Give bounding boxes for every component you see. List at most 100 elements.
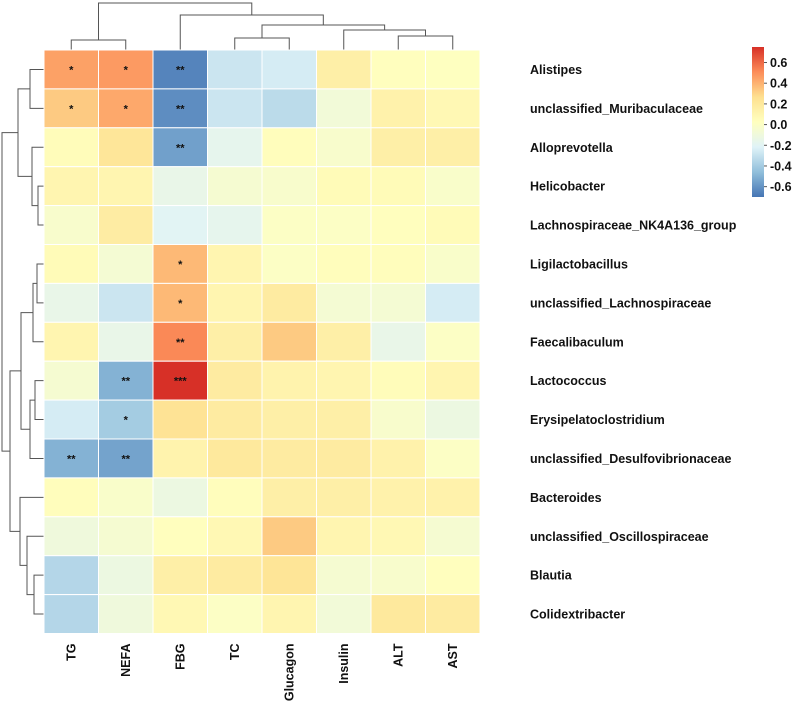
- heatmap-cell: [207, 555, 263, 596]
- dendrogram-branch: [98, 2, 253, 40]
- heatmap-cell: [261, 594, 317, 634]
- heatmap-cell: [261, 516, 317, 557]
- heatmap-cell: [370, 244, 426, 284]
- heatmap-cell: [425, 399, 481, 440]
- row-dendrogram: [1, 68, 44, 615]
- heatmap-cell: [98, 244, 154, 284]
- dendrogram-branch: [29, 68, 44, 109]
- heatmap-cell: [207, 399, 263, 440]
- heatmap-cell: [370, 127, 426, 168]
- heatmap-cell: [261, 205, 317, 246]
- heatmap-cell: [152, 360, 208, 401]
- row-label: Alloprevotella: [530, 141, 614, 155]
- heatmap-cell: [316, 127, 372, 168]
- significance-marker: **: [121, 376, 130, 388]
- heatmap-cell: [261, 166, 317, 207]
- heatmap-cell: [425, 49, 481, 90]
- heatmap-cell: [316, 360, 372, 401]
- significance-marker: **: [176, 64, 185, 76]
- significance-marker: *: [178, 298, 183, 310]
- column-label: Glucagon: [282, 644, 296, 702]
- row-label: Colidextribacter: [530, 608, 625, 622]
- heatmap-cell: [316, 321, 372, 362]
- heatmap-cell: [425, 127, 481, 168]
- dendrogram-branch: [37, 185, 44, 226]
- heatmap-cell: [152, 594, 208, 634]
- heatmap-cell: [207, 594, 263, 634]
- heatmap-cell: [152, 244, 208, 284]
- column-label: AST: [446, 643, 460, 668]
- heatmap-cell: [152, 555, 208, 596]
- row-label: Faecalibaculum: [530, 335, 624, 349]
- heatmap-cell: [152, 477, 208, 518]
- heatmap-cell: [43, 555, 99, 596]
- row-label: Blautia: [530, 569, 573, 583]
- heatmap-cell: [98, 516, 154, 557]
- heatmap-cell: [316, 205, 372, 246]
- heatmap-cell: [207, 282, 263, 323]
- dendrogram-branch: [33, 574, 44, 615]
- heatmap-cell: [370, 88, 426, 129]
- column-label: TC: [228, 644, 242, 661]
- row-labels: Alistipes unclassified_Muribaculaceae Allo…: [530, 63, 737, 622]
- dendrogram-branch: [9, 370, 21, 532]
- significance-marker: **: [67, 453, 76, 465]
- heatmap-cell: [261, 321, 317, 362]
- heatmap-cell: [43, 399, 99, 440]
- heatmap-cell: [316, 555, 372, 596]
- heatmap-cell: [152, 438, 208, 479]
- heatmap-cell: [425, 166, 481, 207]
- significance-markers: * * *** * ********** ****** **: [67, 64, 187, 465]
- significance-marker: *: [124, 103, 129, 115]
- heatmap-cell: [370, 438, 426, 479]
- dendrogram-branch: [70, 39, 127, 50]
- heatmap-cell: [98, 555, 154, 596]
- row-label: Ligilactobacillus: [530, 257, 628, 271]
- dendrogram-branch: [29, 399, 44, 459]
- heatmap-cell: [152, 49, 208, 90]
- heatmap-cell: [370, 399, 426, 440]
- colorbar-gradient: [752, 47, 764, 197]
- colorbar-tick-label: 0.0: [770, 118, 787, 132]
- heatmap-cell: [425, 516, 481, 557]
- heatmap-cell: [98, 49, 154, 90]
- significance-marker: **: [176, 337, 185, 349]
- significance-marker: *: [69, 64, 74, 76]
- dendrogram-branch: [32, 282, 44, 343]
- dendrogram-branch: [36, 263, 44, 304]
- heatmap-cell: [98, 205, 154, 246]
- heatmap-cell: [316, 166, 372, 207]
- heatmap-cell: [370, 360, 426, 401]
- significance-marker: *: [124, 64, 129, 76]
- heatmap-cell: [261, 438, 317, 479]
- dendrogram-branch: [19, 496, 44, 566]
- heatmap-cell: [43, 438, 99, 479]
- heatmap-cell: [98, 166, 154, 207]
- heatmap-cell: [152, 282, 208, 323]
- heatmap-cell: [207, 477, 263, 518]
- colorbar-tick-label: -0.4: [770, 159, 792, 173]
- heatmap-cell: [43, 282, 99, 323]
- heatmap-cell: [207, 166, 263, 207]
- row-label: Alistipes: [530, 63, 582, 77]
- heatmap-cells: [43, 49, 481, 634]
- heatmap-cell: [316, 399, 372, 440]
- dendrogram-branch: [1, 132, 18, 452]
- heatmap-cell: [207, 244, 263, 284]
- heatmap-cell: [261, 360, 317, 401]
- column-label: FBG: [173, 644, 187, 670]
- heatmap-cell: [370, 166, 426, 207]
- heatmap-cell: [425, 438, 481, 479]
- heatmap-cell: [98, 438, 154, 479]
- heatmap-cell: [316, 244, 372, 284]
- heatmap-cell: [98, 127, 154, 168]
- dendrogram-branch: [26, 535, 44, 596]
- heatmap-cell: [370, 205, 426, 246]
- heatmap-cell: [425, 594, 481, 634]
- column-label: NEFA: [119, 644, 133, 677]
- heatmap-cell: [316, 594, 372, 634]
- colorbar-tick-label: 0.2: [770, 97, 787, 111]
- heatmap-cell: [43, 360, 99, 401]
- heatmap-cell: [43, 516, 99, 557]
